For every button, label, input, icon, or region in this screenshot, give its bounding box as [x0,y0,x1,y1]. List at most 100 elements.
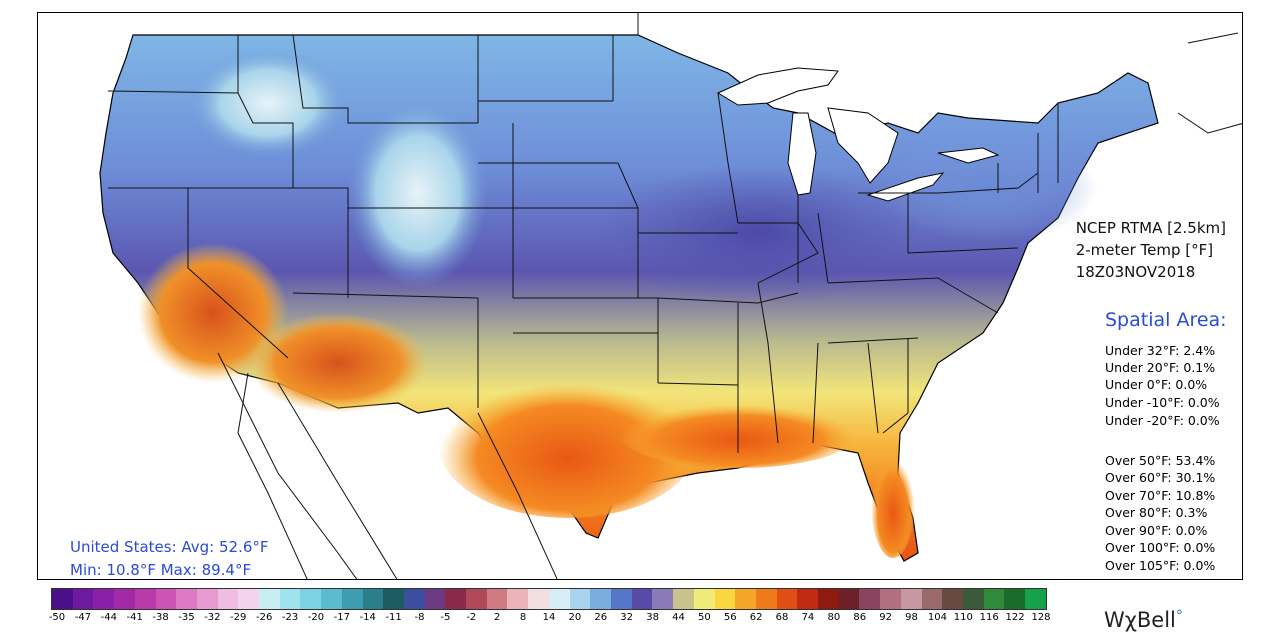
colorbar-segment [93,589,115,609]
colorbar-tick-label: 98 [905,612,918,623]
rockies-cold-area [348,98,488,288]
colorbar-segment [300,589,322,609]
northern-rockies-cold-area [188,48,348,158]
lake-michigan [787,112,817,196]
colorbar-segment [72,589,94,609]
colorbar-segment [52,589,73,609]
product-info: NCEP RTMA [2.5km] 2-meter Temp [°F] 18Z0… [1076,217,1226,283]
colorbar-tick-label: -11 [385,612,402,623]
colorbar-tick-label: -14 [359,612,376,623]
colorbar-tick-label: -5 [440,612,451,623]
temperature-colorbar [51,588,1047,610]
colorbar-segment [880,589,901,609]
colorbar-segment [942,589,963,609]
colorbar-ticks: -50 -47 -44 -41 -38 -35 -32 -29 -26 -23 -20 -17 -14-… [48,612,1051,626]
colorbar-tick-label: 14 [542,612,556,623]
colorbar-segment [652,589,674,609]
over-60-stat: Over 60°F: 30.1% [1105,470,1216,485]
colorbar-segment [238,589,260,609]
colorbar-segment [403,589,425,609]
international-borders [217,13,1242,579]
colorbar-segment [673,589,694,609]
colorbar-segment [797,589,819,609]
colorbar-segment [383,589,404,609]
brand-name: WχBell [1104,608,1176,632]
brand-logo: WχBell° [1104,608,1183,632]
colorbar-segment [528,589,549,609]
temperature-map [99,13,1242,579]
colorbar-tick-label: -50 [48,612,66,623]
under-20-stat: Under 20°F: 0.1% [1105,360,1216,375]
colorbar-segment [776,589,798,609]
product-name: NCEP RTMA [2.5km] [1075,219,1226,237]
colorbar-segment [134,589,156,609]
colorbar-segment [838,589,860,609]
colorbar-segment [155,589,177,609]
colorbar-tick-label: 110 [953,612,973,623]
colorbar-segment [569,589,591,609]
colorbar-tick-label: -44 [100,612,117,623]
colorbar-segment [507,589,529,609]
colorbar-segment [259,589,280,609]
colorbar-segment [445,589,467,609]
colorbar-segment [962,589,984,609]
northeast-cool-area [878,133,1098,243]
texas-warm-area [438,368,698,518]
colorbar-tick-label: 20 [568,612,582,623]
colorbar-segment [114,589,135,609]
over-80-stat: Over 80°F: 0.3% [1105,505,1208,520]
colorbar-tick-label: 44 [672,612,685,623]
colorbar-tick-label: 56 [723,612,737,623]
colorbar-segment [921,589,943,609]
colorbar-tick-label: 104 [927,612,947,623]
colorbar-segment [362,589,384,609]
colorbar-tick-label: 2 [494,612,501,623]
variable-name: 2-meter Temp [°F] [1075,241,1214,259]
colorbar-tick-label: 50 [697,612,711,623]
colorbar-tick-label: 26 [594,612,608,623]
colorbar-segment [341,589,363,609]
over-50-stat: Over 50°F: 53.4% [1105,453,1216,468]
colorbar-tick-label: 92 [879,612,892,623]
colorbar-tick-label: -23 [281,612,299,623]
over-105-stat: Over 105°F: 0.0% [1105,558,1216,573]
colorbar-tick-label: -29 [230,612,247,623]
colorbar-segment [900,589,922,609]
lake-superior [716,67,839,106]
colorbar-tick-label: 68 [775,612,789,623]
california-warm-area [138,243,288,383]
spatial-area-title: Spatial Area: [1105,309,1227,331]
colorbar-tick-label: 38 [646,612,659,623]
colorbar-segment [1025,589,1046,609]
brand-dot: ° [1175,608,1183,624]
under-neg20-stat: Under -20°F: 0.0% [1105,413,1220,428]
colorbar-tick-label: 62 [749,612,763,623]
colorbar-segment [610,589,632,609]
colorbar-segment [714,589,736,609]
midwest-cool-area [598,163,918,303]
valid-time: 18Z03NOV2018 [1075,263,1196,281]
colorbar-tick-label: -38 [152,612,169,623]
lake-erie [866,172,945,202]
colorbar-tick-label: 32 [620,612,634,623]
under-32-stat: Under 32°F: 2.4% [1105,343,1216,358]
colorbar-segment [983,589,1005,609]
us-min-max: Min: 10.8°F Max: 89.4°F [70,561,252,579]
lake-huron [827,107,899,184]
colorbar-tick-label: 86 [853,612,867,623]
over-90-stat: Over 90°F: 0.0% [1105,523,1208,538]
colorbar-segment [196,589,218,609]
colorbar-tick-label: -2 [466,612,477,623]
colorbar-segment [548,589,570,609]
colorbar-segment [735,589,756,609]
colorbar-segment [217,589,239,609]
colorbar-tick-label: 74 [801,612,815,623]
state-borders [107,34,1059,453]
colorbar-segment [590,589,611,609]
under-neg10-stat: Under -10°F: 0.0% [1105,395,1220,410]
arizona-warm-area [248,313,428,413]
colorbar-tick-label: -26 [255,612,273,623]
colorbar-tick-label: 116 [979,612,999,623]
colorbar-segment [693,589,715,609]
colorbar-segment [486,589,508,609]
